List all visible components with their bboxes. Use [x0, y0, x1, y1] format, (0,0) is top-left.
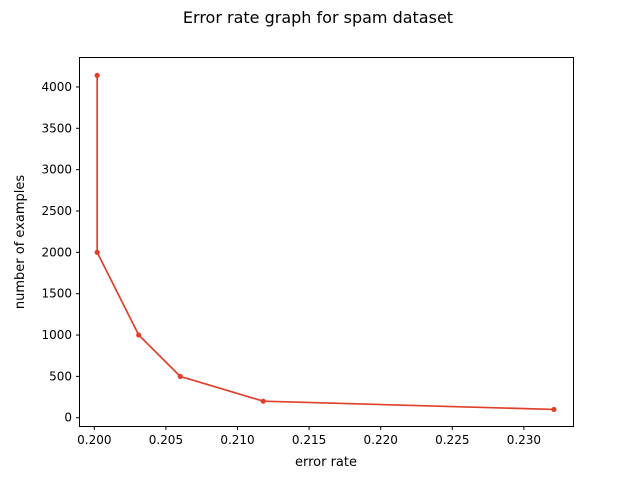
y-tick-label: 4000: [41, 80, 72, 94]
x-tick-label: 0.215: [292, 433, 326, 447]
y-tick-label: 1000: [41, 328, 72, 342]
x-tick-label: 0.205: [149, 433, 183, 447]
y-tick-label: 500: [49, 369, 72, 383]
data-point: [136, 332, 142, 338]
y-axis: 0 500 1000 1500 2000 2500 3000 3500 4000: [41, 80, 80, 425]
data-point: [94, 249, 100, 255]
y-tick-label: 1500: [41, 287, 72, 301]
y-tick-label: 3500: [41, 121, 72, 135]
x-tick-label: 0.230: [507, 433, 541, 447]
chart-title: Error rate graph for spam dataset: [183, 8, 453, 27]
y-tick-label: 0: [64, 411, 72, 425]
x-axis-label: error rate: [295, 455, 357, 470]
y-tick-label: 3000: [41, 163, 72, 177]
y-tick-label: 2500: [41, 204, 72, 218]
axes-frame: [79, 57, 574, 427]
data-point: [551, 406, 557, 413]
y-axis-label: number of examples: [13, 175, 28, 309]
y-tick-label: 2000: [41, 245, 72, 259]
x-tick-label: 0.210: [220, 433, 254, 447]
data-point: [94, 72, 100, 78]
x-tick-label: 0.200: [77, 433, 111, 447]
x-axis: 0.200 0.205 0.210 0.215 0.220 0.225 0.230: [77, 426, 541, 447]
data-point: [260, 398, 266, 404]
x-tick-label: 0.225: [435, 433, 469, 447]
x-tick-label: 0.220: [364, 433, 398, 447]
series-layer: [94, 72, 557, 413]
data-point: [177, 373, 183, 379]
series-line: [96, 75, 554, 411]
